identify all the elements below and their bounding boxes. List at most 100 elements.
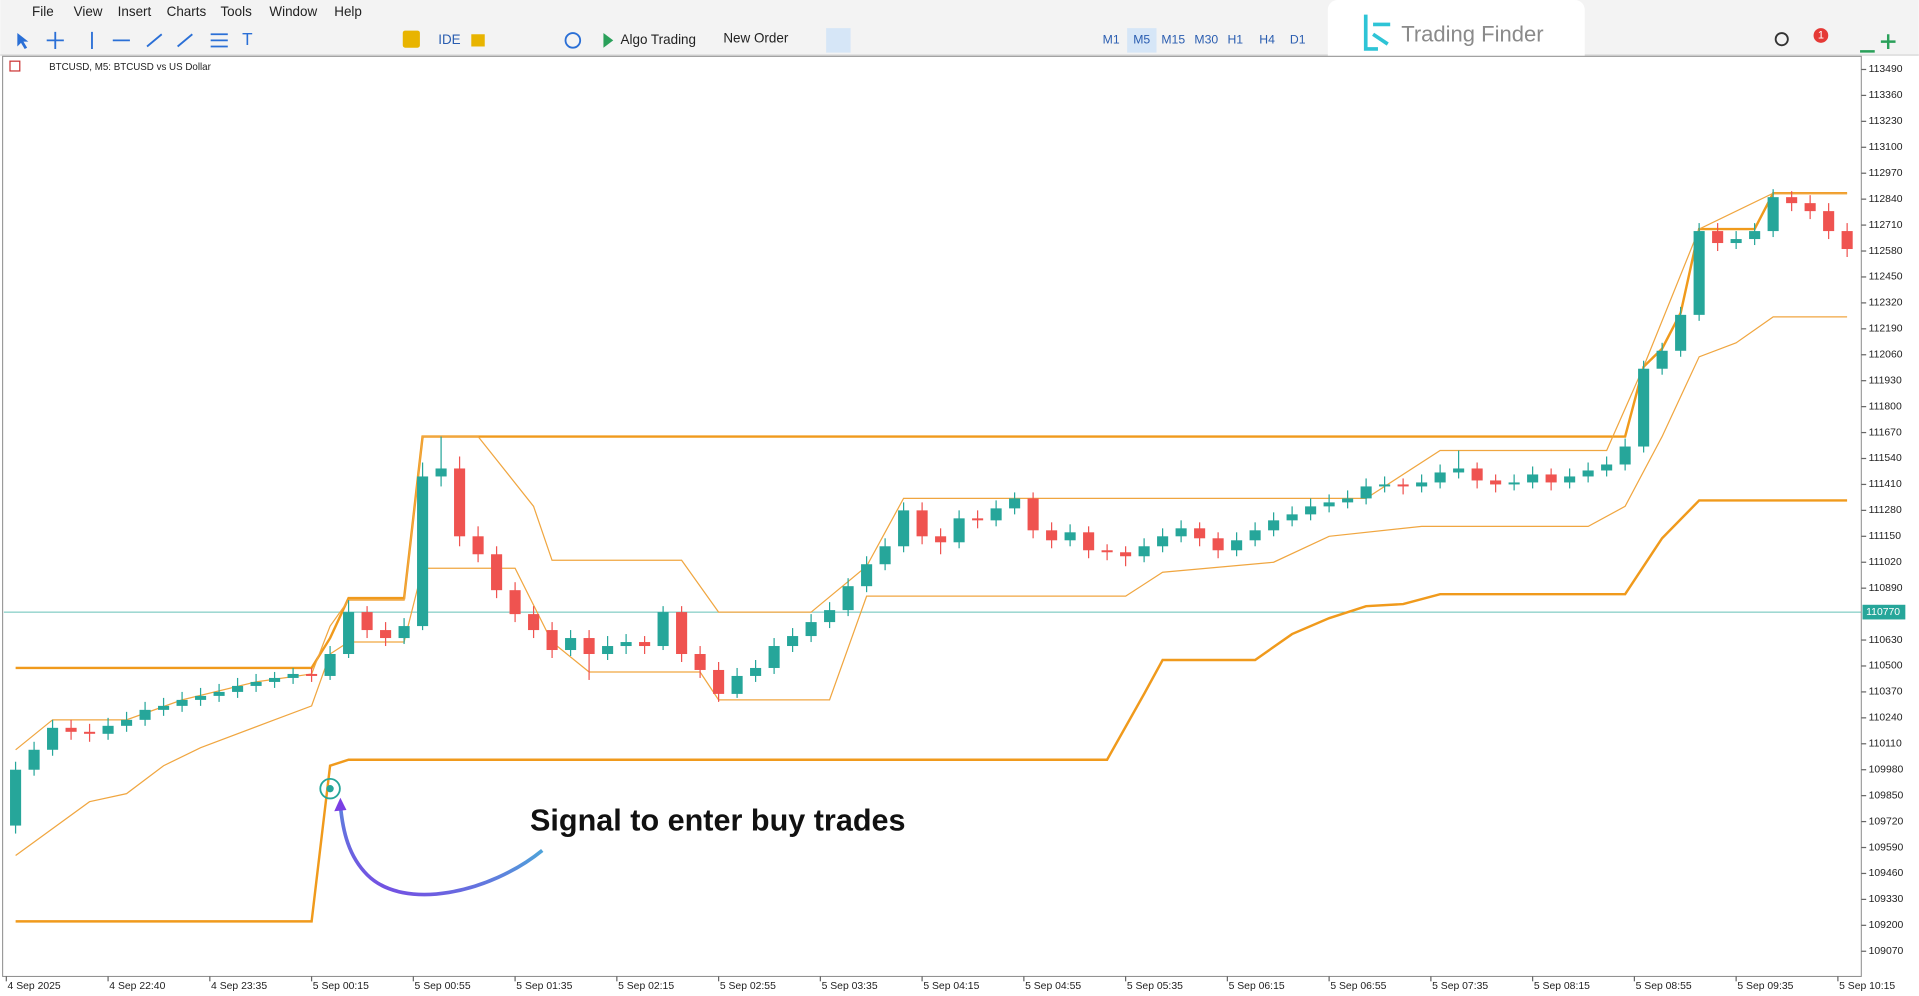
arrow-head	[334, 797, 347, 812]
timeframe[interactable]: H1	[1227, 33, 1243, 47]
timeframe[interactable]: M30	[1194, 33, 1218, 47]
candle-body	[1804, 203, 1816, 212]
play-icon[interactable]	[603, 33, 614, 48]
candle-body	[435, 468, 447, 477]
menu-item[interactable]: Insert	[118, 4, 152, 19]
candle-body	[694, 654, 706, 670]
chart-header: BTCUSD, M5: BTCUSD vs US Dollar	[49, 62, 211, 73]
new-order-button[interactable]: New Order	[723, 31, 788, 46]
menu-item[interactable]: Help	[334, 4, 362, 19]
active-timeframe[interactable]	[1127, 28, 1157, 53]
candle-body	[1730, 239, 1742, 244]
y-tick-label: 112580	[1869, 246, 1903, 257]
y-tick-label: 110370	[1869, 687, 1903, 698]
y-tick-label: 111930	[1869, 375, 1902, 386]
candle-body	[1379, 484, 1391, 487]
candle-body	[509, 590, 521, 615]
candle-body	[1120, 552, 1132, 557]
candle-body	[28, 749, 40, 770]
last-price-label: 110770	[1866, 607, 1900, 618]
y-tick-label: 111670	[1869, 427, 1902, 438]
ide-button[interactable]: IDE	[438, 32, 460, 47]
x-tick-label: 5 Sep 08:55	[1636, 981, 1692, 992]
candle-body	[916, 510, 928, 537]
menu-item[interactable]: File	[32, 4, 54, 19]
candle-body	[842, 586, 854, 611]
candle-body	[1841, 231, 1853, 250]
menu-item[interactable]: Tools	[220, 4, 252, 19]
x-tick-label: 5 Sep 06:15	[1229, 981, 1285, 992]
candle-body	[361, 612, 373, 631]
candle-body	[491, 554, 503, 591]
drawing-icons[interactable]	[91, 31, 228, 49]
y-tick-label: 111150	[1869, 531, 1902, 542]
y-tick-label: 111020	[1869, 557, 1902, 568]
x-tick-label: 5 Sep 08:15	[1534, 981, 1590, 992]
candle-body	[1286, 514, 1298, 521]
candle-body	[768, 646, 780, 668]
annotation-arrow	[338, 804, 544, 897]
text-icon[interactable]: T	[242, 29, 253, 49]
x-tick-label: 5 Sep 04:15	[923, 981, 979, 992]
candle-body	[861, 564, 873, 587]
candle-body	[1638, 368, 1650, 447]
globe-icon[interactable]	[564, 32, 582, 49]
y-tick-label: 112450	[1869, 272, 1903, 283]
candle-body	[417, 476, 429, 627]
candle-body	[1064, 532, 1076, 541]
x-tick-label: 4 Sep 2025	[8, 981, 61, 992]
candle-body	[1749, 231, 1761, 240]
candle-body	[269, 677, 281, 682]
candle-body	[65, 727, 77, 732]
y-tick-label: 111540	[1869, 453, 1902, 464]
candle-body	[176, 699, 188, 706]
menu-item[interactable]: Charts	[167, 4, 207, 19]
x-tick-label: 5 Sep 00:55	[415, 981, 471, 992]
candle-body	[1027, 498, 1039, 531]
y-tick-label: 109200	[1869, 920, 1904, 931]
active-button[interactable]	[826, 28, 851, 53]
candle-body	[1619, 446, 1631, 465]
candle-body	[324, 654, 336, 676]
timeframe[interactable]: M5	[1133, 33, 1150, 47]
toolbar-icons: T	[17, 28, 1896, 53]
candle-body	[602, 646, 614, 655]
candle-body	[1508, 482, 1520, 485]
menu-item[interactable]: View	[74, 4, 103, 19]
x-tick-label: 5 Sep 05:35	[1127, 981, 1183, 992]
candle-body	[676, 612, 688, 655]
algo-trading-button[interactable]: Algo Trading	[621, 32, 696, 47]
x-tick-label: 5 Sep 10:15	[1839, 981, 1895, 992]
candle-body	[472, 536, 484, 555]
notification-badge[interactable]	[1813, 28, 1829, 43]
candle-body	[1212, 538, 1224, 551]
plot-area	[2, 55, 1862, 977]
candle-body	[139, 709, 151, 720]
cursor-icon[interactable]	[17, 33, 29, 49]
y-tick-label: 110110	[1869, 739, 1902, 750]
y-tick-label: 112840	[1869, 194, 1903, 205]
menu-item[interactable]: Window	[269, 4, 317, 19]
y-tick-label: 111800	[1869, 401, 1902, 412]
candle-body	[1453, 468, 1465, 473]
y-tick-label: 109850	[1869, 790, 1904, 801]
candle-body	[953, 518, 965, 543]
candle-body	[565, 638, 577, 651]
search-icon[interactable]	[1774, 32, 1789, 47]
timeframe[interactable]: M1	[1103, 33, 1120, 47]
timeframe[interactable]: M15	[1161, 33, 1185, 47]
toolbar-right-icons[interactable]	[1860, 34, 1896, 53]
candle-body	[639, 642, 651, 647]
timeframe[interactable]: H4	[1259, 33, 1275, 47]
candle-body	[731, 675, 743, 694]
lock-icon[interactable]	[471, 34, 485, 47]
timeframe[interactable]: D1	[1290, 33, 1306, 47]
dollar-icon[interactable]	[402, 30, 420, 48]
candle-body	[1305, 506, 1317, 515]
x-tick-label: 5 Sep 02:15	[618, 981, 674, 992]
candle-body	[1490, 480, 1502, 485]
crosshair-icon[interactable]	[46, 31, 64, 49]
candle-body	[990, 508, 1002, 521]
x-tick-label: 5 Sep 04:55	[1025, 981, 1081, 992]
